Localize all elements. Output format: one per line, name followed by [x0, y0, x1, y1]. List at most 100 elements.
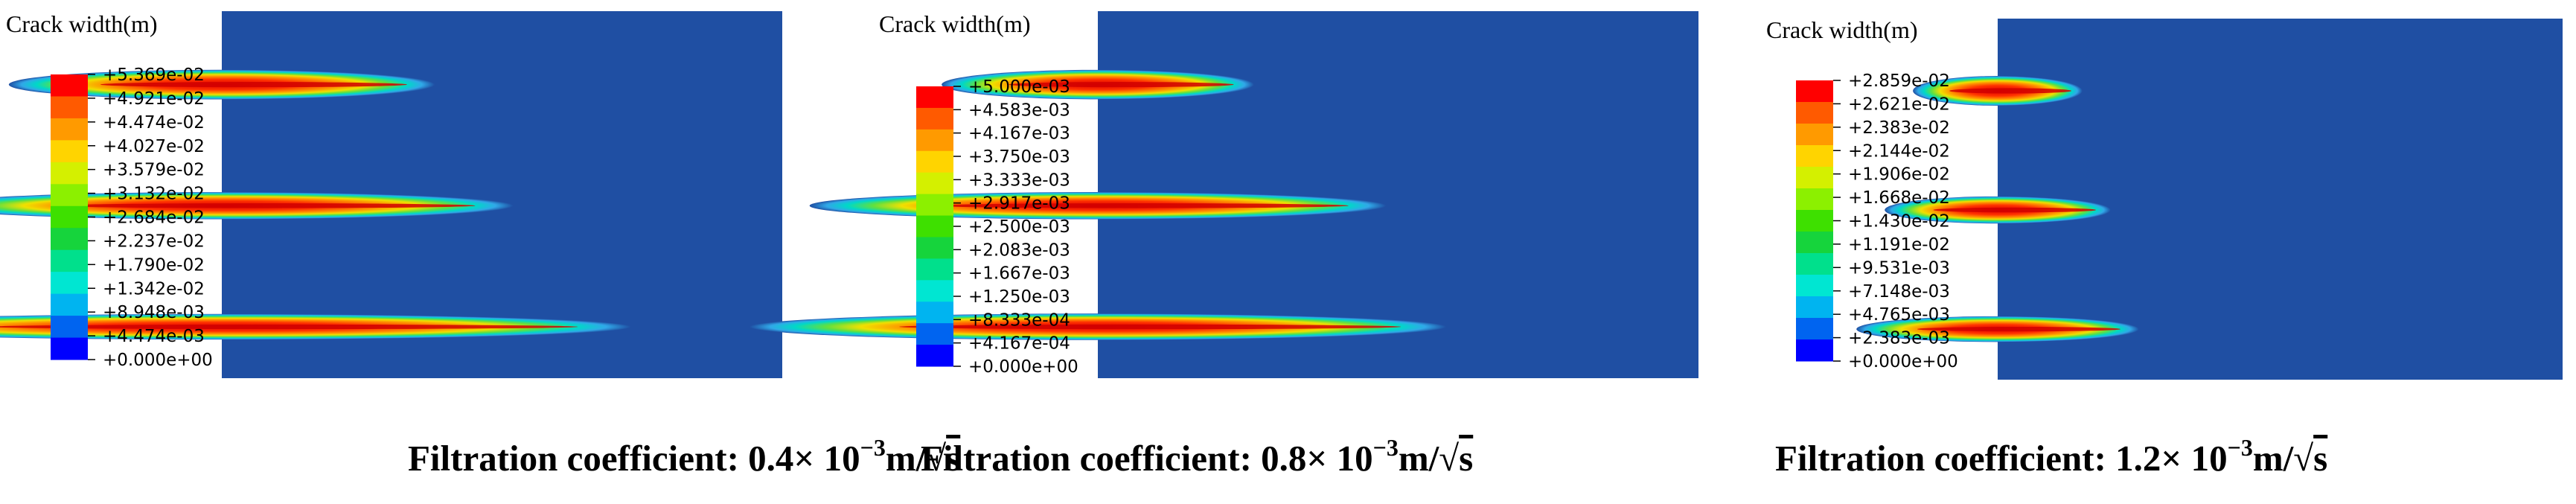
- colorbar-tick-label: +4.474e-03: [103, 327, 205, 346]
- colorbar: +5.369e-02 +4.921e-02 +4.474e-02 +4.027e-02…: [51, 66, 213, 370]
- colorbar-cell: [1796, 145, 1833, 168]
- colorbar-tick-label: +3.750e-03: [968, 147, 1070, 167]
- colorbar-tick-label: +1.250e-03: [968, 287, 1070, 307]
- plot-area: [1998, 19, 2563, 380]
- colorbar-tick-label: +4.583e-03: [968, 101, 1070, 120]
- colorbar-tick-label: +2.383e-03: [1848, 329, 1950, 348]
- colorbar-tick-label: +1.790e-02: [103, 255, 205, 275]
- colorbar-tick-label: +2.500e-03: [968, 217, 1070, 237]
- colorbar-tick-label: +1.342e-02: [103, 279, 205, 299]
- caption-radical: √: [2293, 438, 2313, 479]
- colorbar-cell: [916, 107, 953, 130]
- colorbar-cell: [1796, 188, 1833, 211]
- crack-2: [0, 192, 514, 220]
- colorbar-tick-label: +4.474e-02: [103, 113, 205, 133]
- crack-3: [749, 313, 1447, 340]
- colorbar-cell: [1796, 80, 1833, 103]
- colorbar-cell: [51, 337, 88, 360]
- colorbar-cell: [51, 74, 88, 97]
- colorbar-cell: [916, 194, 953, 217]
- colorbar: +5.000e-03 +4.583e-03 +4.167e-03 +3.750e-03…: [916, 77, 1078, 377]
- colorbar-cell: [1796, 296, 1833, 319]
- colorbar-tick-label: +1.668e-02: [1848, 188, 1950, 208]
- colorbar-cell: [916, 237, 953, 259]
- colorbar-tick-label: +4.921e-02: [103, 89, 205, 109]
- caption-exponent: −3: [860, 434, 886, 461]
- colorbar-tick-label: +4.765e-03: [1848, 305, 1950, 325]
- colorbar-tick-label: +4.167e-04: [968, 334, 1070, 354]
- colorbar-cell: [51, 249, 88, 272]
- colorbar-cell: [51, 205, 88, 229]
- crack-1: [1913, 76, 2083, 106]
- colorbar-tick-label: +3.132e-02: [103, 185, 205, 204]
- caption-exponent: −3: [1373, 434, 1399, 461]
- caption-suffix: m/: [1399, 438, 1440, 479]
- panel-caption: Filtration coefficient: 0.4× 10−3m/√s: [408, 434, 960, 479]
- colorbar-tick-label: +1.191e-02: [1848, 235, 1950, 255]
- colorbar-tick-label: +8.333e-04: [968, 310, 1070, 330]
- colorbar-tick-label: +1.430e-02: [1848, 212, 1950, 232]
- panel-caption: Filtration coefficient: 1.2× 10−3m/√s: [1775, 434, 2327, 479]
- colorbar-tick-label: +5.369e-02: [103, 66, 205, 85]
- colorbar-tick-label: +2.083e-03: [968, 240, 1070, 260]
- colorbar-cell: [51, 162, 88, 185]
- crack-2: [1885, 196, 2111, 224]
- colorbar-cell: [1796, 318, 1833, 340]
- colorbar-cell: [916, 215, 953, 237]
- colorbar-cell: [51, 184, 88, 207]
- colorbar-cell: [51, 272, 88, 295]
- colorbar-tick-label: +8.948e-03: [103, 303, 205, 322]
- caption-radicand: s: [1459, 438, 1473, 479]
- colorbar-tick-label: +2.144e-02: [1848, 141, 1950, 161]
- caption-radical: √: [1439, 438, 1459, 479]
- colorbar-cell: [916, 345, 953, 367]
- chart-panel-1: +5.369e-02 +4.921e-02 +4.474e-02 +4.027e-02…: [0, 10, 960, 479]
- panel-caption: Filtration coefficient: 0.8× 10−3m/√s: [921, 434, 1473, 479]
- colorbar-tick-label: +3.579e-02: [103, 161, 205, 180]
- caption-radical: √: [926, 438, 946, 479]
- colorbar-tick-label: +7.148e-03: [1848, 282, 1950, 302]
- colorbar-cell: [1796, 275, 1833, 297]
- colorbar-cell: [916, 129, 953, 152]
- crack-1: [942, 69, 1254, 100]
- crack-3: [0, 313, 631, 340]
- crack-2: [809, 192, 1387, 220]
- legend-title: Crack width(m): [879, 10, 1031, 37]
- colorbar-tick-label: +2.859e-02: [1848, 71, 1950, 91]
- colorbar-cell: [916, 280, 953, 302]
- colorbar-cell: [916, 258, 953, 281]
- colorbar-cell: [51, 118, 88, 141]
- colorbar-tick-label: +2.684e-02: [103, 208, 205, 228]
- colorbar-cell: [1796, 167, 1833, 189]
- colorbar-cell: [51, 140, 88, 163]
- colorbar-tick-label: +3.333e-03: [968, 170, 1070, 190]
- chart-panel-2: +5.000e-03 +4.583e-03 +4.167e-03 +3.750e-03…: [749, 10, 1698, 479]
- colorbar: +2.859e-02 +2.621e-02 +2.383e-02 +2.144e-02…: [1796, 71, 1958, 371]
- colorbar-tick-label: +0.000e+00: [968, 357, 1078, 377]
- colorbar-cell: [51, 293, 88, 316]
- colorbar-cell: [916, 302, 953, 324]
- chart-panel-3: +2.859e-02 +2.621e-02 +2.383e-02 +2.144e-02…: [1766, 16, 2563, 479]
- colorbar-tick-label: +9.531e-03: [1848, 258, 1950, 278]
- colorbar-cell: [51, 96, 88, 119]
- colorbar-tick-label: +4.167e-03: [968, 124, 1070, 144]
- colorbar-cell: [1796, 210, 1833, 232]
- legend-title: Crack width(m): [1766, 16, 1918, 43]
- colorbar-tick-label: +1.906e-02: [1848, 165, 1950, 185]
- colorbar-tick-label: +2.917e-03: [968, 194, 1070, 214]
- caption-suffix: m/: [2253, 438, 2295, 479]
- colorbar-cell: [916, 150, 953, 173]
- caption-radicand: s: [2313, 438, 2327, 479]
- crack-3: [1856, 316, 2139, 342]
- caption-prefix: Filtration coefficient: 0.4× 10: [408, 438, 860, 479]
- colorbar-cell: [916, 172, 953, 195]
- colorbar-cell: [1796, 124, 1833, 146]
- colorbar-tick-label: +0.000e+00: [1848, 352, 1958, 371]
- colorbar-cell: [1796, 253, 1833, 275]
- colorbar-tick-label: +2.383e-02: [1848, 118, 1950, 138]
- caption-prefix: Filtration coefficient: 1.2× 10: [1775, 438, 2228, 479]
- colorbar-tick-label: +2.237e-02: [103, 232, 205, 251]
- colorbar-cell: [51, 228, 88, 251]
- caption-prefix: Filtration coefficient: 0.8× 10: [921, 438, 1373, 479]
